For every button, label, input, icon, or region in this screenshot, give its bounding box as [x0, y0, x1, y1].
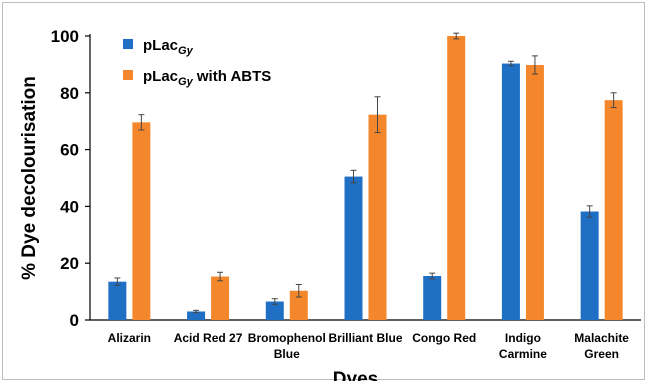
bar-plac [265, 301, 284, 320]
legend: pLacGy pLacGy with ABTS [123, 37, 271, 88]
x-category-label: Brilliant Blue [328, 331, 402, 345]
y-tick-label: 100 [51, 27, 79, 46]
legend-swatch [123, 70, 133, 80]
legend-label: pLacGy with ABTS [143, 68, 271, 88]
x-category-labels: Alizarin Acid Red 27 Bromophenol Blue Brilli… [108, 331, 630, 361]
bar-plac [580, 211, 599, 320]
y-tick-label: 60 [60, 141, 79, 160]
x-category-label: Alizarin [108, 331, 151, 345]
bar-plac-abts [525, 64, 544, 320]
axes [89, 34, 641, 321]
bar-plac-abts [604, 100, 623, 321]
bars [108, 36, 623, 321]
x-category-label: Carmine [499, 347, 547, 361]
bar-plac [108, 281, 127, 320]
x-category-label: Acid Red 27 [174, 331, 243, 345]
x-axis-title: Dyes [333, 369, 378, 381]
y-axis-title: % Dye decolourisation [19, 76, 40, 280]
bar-plac [344, 176, 363, 320]
legend-swatch [123, 39, 133, 49]
y-tick-label: 40 [60, 197, 79, 216]
y-tick-labels: 0 20 40 60 80 100 [51, 27, 90, 330]
bar-plac [423, 275, 442, 320]
x-category-label: Green [584, 347, 619, 361]
bar-plac-abts [132, 122, 151, 320]
y-tick-label: 0 [70, 311, 79, 330]
x-category-label: Bromophenol [248, 331, 326, 345]
x-category-label: Blue [274, 347, 300, 361]
bar-plac [501, 63, 520, 320]
bar-plac-abts [368, 114, 387, 320]
x-category-label: Congo Red [412, 331, 476, 345]
error-bars [114, 32, 617, 314]
bar-plac [187, 311, 206, 320]
y-tick-label: 20 [60, 254, 79, 273]
x-category-label: Malachite [574, 331, 629, 345]
legend-label: pLacGy [143, 37, 194, 57]
bar-plac-abts [447, 36, 466, 320]
bar-plac-abts [289, 290, 308, 320]
y-tick-label: 80 [60, 84, 79, 103]
bar-plac-abts [211, 276, 230, 320]
x-category-label: Indigo [505, 331, 541, 345]
bar-chart: 0 20 40 60 80 100 Alizarin Acid Red 27 Bromophe… [19, 27, 641, 381]
